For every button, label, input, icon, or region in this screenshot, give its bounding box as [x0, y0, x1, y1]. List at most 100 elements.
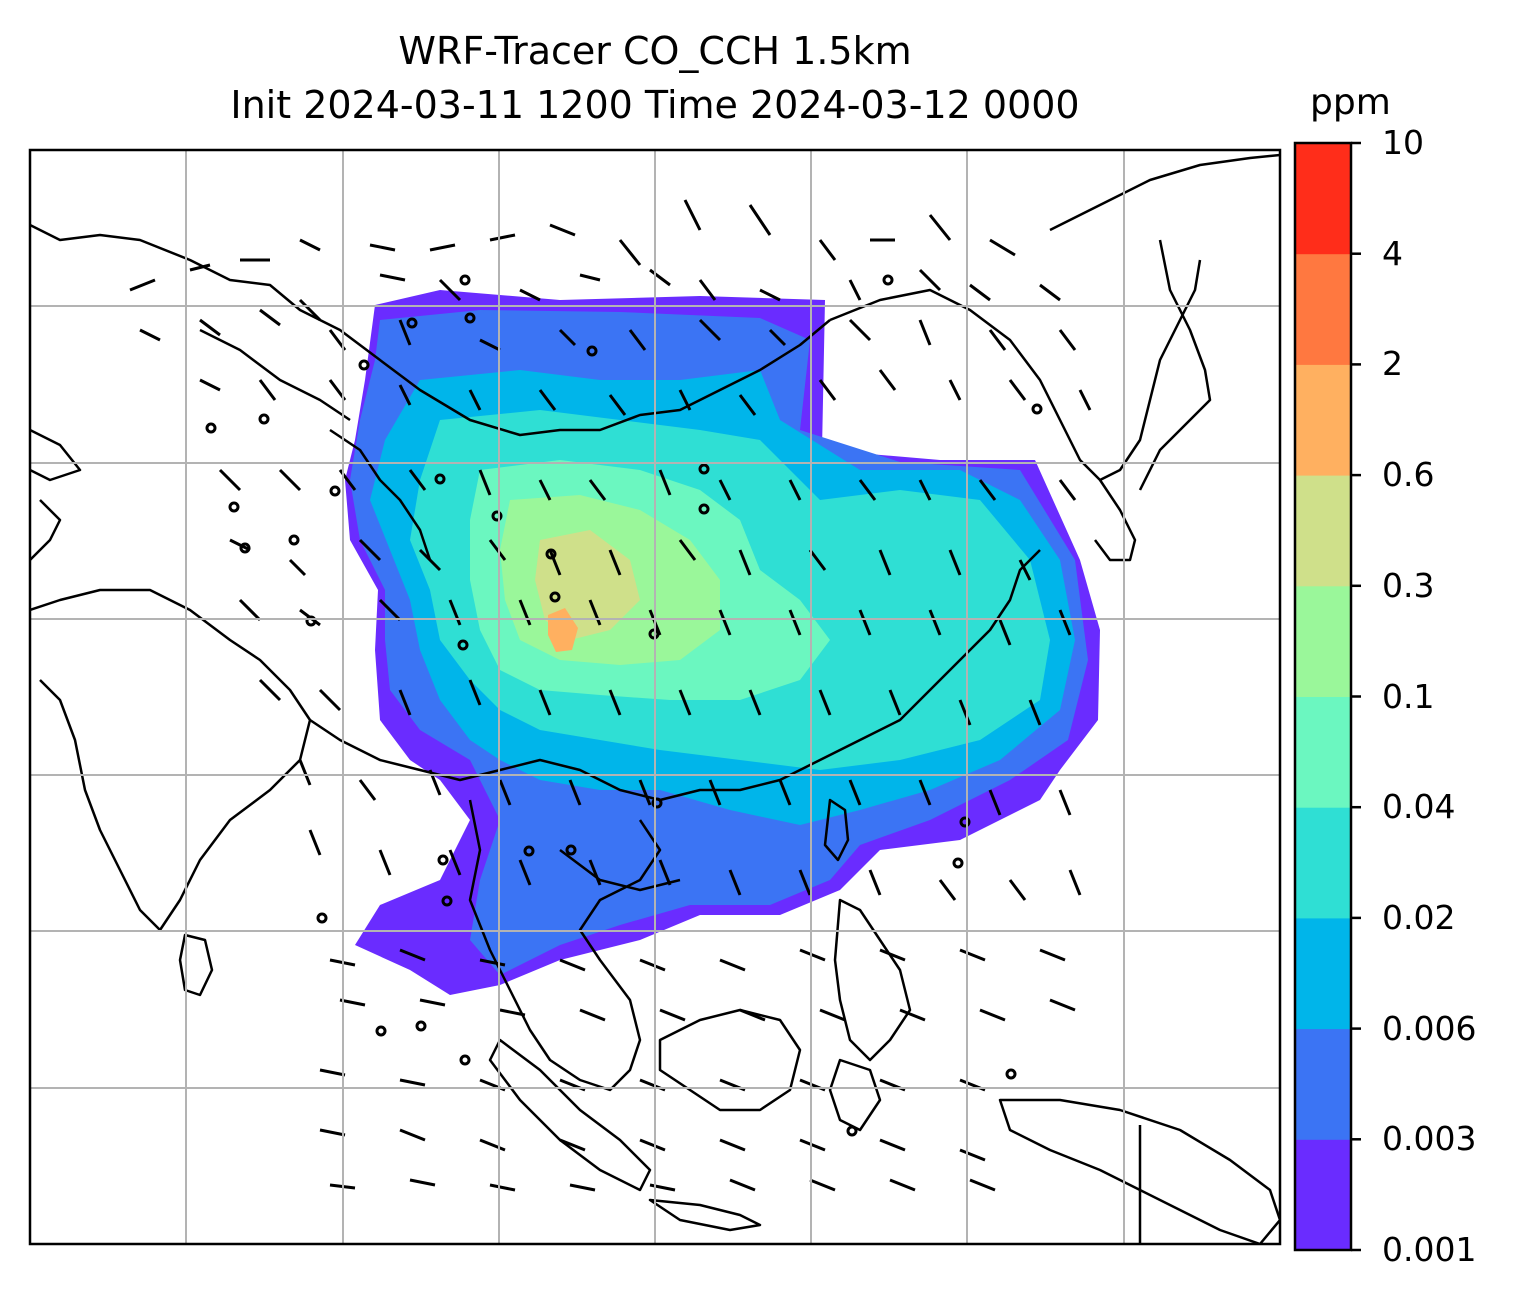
colorbar-tick-label: 10 [1382, 123, 1424, 162]
calm-marker [406, 317, 418, 329]
calm-marker [523, 845, 535, 857]
calm-marker [491, 510, 503, 522]
coastline-china-east [829, 259, 1202, 482]
colorbar-tick-label: 0.04 [1382, 787, 1456, 827]
calm-marker [288, 534, 300, 546]
calm-marker [586, 345, 598, 357]
colorbar-band [1295, 807, 1351, 919]
calm-marker [316, 912, 328, 924]
colorbar-tick-label: 0.003 [1382, 1119, 1477, 1159]
wind-barb [229, 538, 1032, 581]
calm-marker [228, 501, 240, 513]
colorbar-tick-label: 0.6 [1382, 455, 1435, 495]
calm-marker [952, 857, 964, 869]
coastline-new-guinea [998, 1098, 1280, 1244]
coastline-borneo [658, 1008, 802, 1112]
colorbar-ticks [1351, 141, 1361, 1252]
wind-barb [258, 678, 1042, 726]
calm-marker [205, 422, 217, 434]
colorbar-band [1295, 475, 1351, 587]
border-inland-3 [199, 328, 351, 422]
colorbar-tick-label: 2 [1382, 344, 1403, 384]
coastline-north-asia [30, 223, 831, 437]
calm-marker [545, 548, 557, 560]
border-inland-1 [329, 428, 432, 561]
colorbar-tick-label: 0.3 [1382, 565, 1435, 605]
calm-marker [1031, 403, 1043, 415]
colorbar-band [1295, 585, 1351, 697]
calm-marker [375, 1025, 387, 1037]
calm-markers [205, 274, 1043, 1137]
colorbar-band [1295, 253, 1351, 365]
coastline-russia-east [1049, 153, 1280, 232]
calm-marker [434, 473, 446, 485]
coastline-java [648, 1198, 762, 1232]
calm-marker [549, 591, 561, 603]
coastline-korea [1094, 479, 1137, 562]
calm-marker [565, 844, 577, 856]
calm-marker [415, 1020, 427, 1032]
calm-marker [437, 854, 449, 866]
coastline-taiwan [823, 798, 850, 862]
coastline-sri-lanka [178, 933, 214, 997]
tracer-field [345, 290, 1100, 995]
coastline-philippines [833, 898, 912, 1062]
coastline-japan [1138, 239, 1212, 491]
colorbar-tick-label: 0.006 [1382, 1008, 1477, 1048]
colorbar-tick-label: 0.001 [1382, 1230, 1477, 1269]
wind-barbs [129, 199, 1092, 1192]
calm-marker [459, 274, 471, 286]
calm-marker [459, 1054, 471, 1066]
colorbar [1295, 143, 1351, 1251]
wind-barb [319, 1068, 986, 1092]
wind-barb [218, 468, 1077, 501]
colorbar-tick-label: 4 [1382, 233, 1403, 273]
coastline-india [30, 588, 312, 932]
calm-marker [441, 895, 453, 907]
map-frame [28, 148, 1282, 1246]
calm-marker [464, 312, 476, 324]
border-inland-2 [559, 849, 681, 892]
calm-marker [258, 413, 270, 425]
wind-barb [329, 1178, 996, 1192]
calm-marker [651, 797, 663, 809]
coastline-sulawesi [828, 1058, 882, 1132]
wind-barb [308, 829, 1082, 901]
wind-barb [199, 369, 1092, 416]
wind-barb [299, 199, 1016, 266]
calm-marker [846, 1125, 858, 1137]
calm-marker [305, 615, 317, 627]
colorbar-band [1295, 917, 1351, 1030]
wind-barb [129, 258, 1061, 322]
colorbar-band [1295, 364, 1351, 476]
calm-marker [457, 639, 469, 651]
title-line-2: Init 2024-03-11 1200 Time 2024-03-12 000… [230, 83, 1080, 127]
title-line-1: WRF-Tracer CO_CCH 1.5km [398, 29, 912, 73]
colorbar-band [1295, 696, 1351, 808]
gridlines [30, 150, 1280, 1244]
coastline-arabia [30, 428, 82, 482]
wind-barb [139, 308, 1077, 352]
calm-marker [358, 359, 370, 371]
map-panel [30, 150, 1280, 1244]
wind-barb [319, 1128, 986, 1162]
colorbar-unit-label: ppm [1310, 82, 1391, 123]
wind-barb [339, 998, 1076, 1022]
colorbar-tick-label: 0.02 [1382, 897, 1456, 937]
wind-barb [298, 759, 1072, 816]
calm-marker [1005, 1068, 1017, 1080]
calm-marker [698, 463, 710, 475]
calm-marker [959, 816, 971, 828]
coastline-peninsula [468, 799, 662, 1092]
colorbar-band [1295, 1139, 1351, 1251]
calm-marker [239, 542, 251, 554]
calm-marker [882, 274, 894, 286]
colorbar-tick-label: 0.1 [1382, 676, 1435, 716]
coastline-red-sea [30, 499, 62, 561]
colorbar-band [1295, 143, 1351, 255]
colorbar-band [1295, 1028, 1351, 1140]
calm-marker [329, 485, 341, 497]
calm-marker [698, 503, 710, 515]
coastline-sumatra [488, 1038, 652, 1192]
